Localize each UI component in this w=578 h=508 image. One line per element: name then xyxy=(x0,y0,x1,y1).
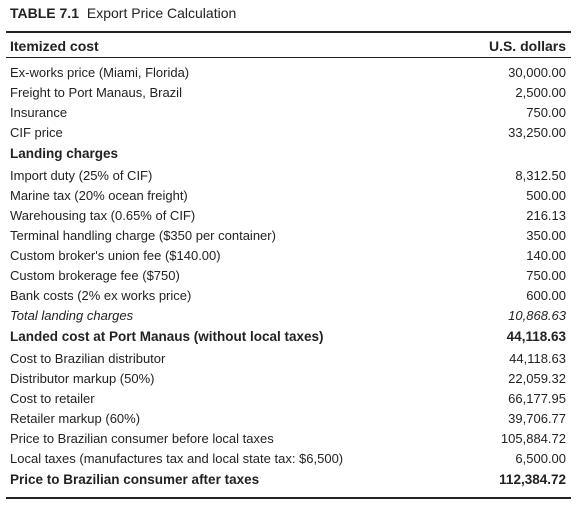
table-row: CIF price 33,250.00 xyxy=(10,122,566,142)
table-row: Price to Brazilian consumer before local… xyxy=(10,428,566,448)
row-label: Warehousing tax (0.65% of CIF) xyxy=(10,207,196,223)
row-value: 600.00 xyxy=(526,287,566,303)
row-value: 22,059.32 xyxy=(508,370,566,386)
row-value: 2,500.00 xyxy=(515,84,566,100)
row-label: Retailer markup (60%) xyxy=(10,410,141,426)
bottom-rule xyxy=(6,497,571,499)
row-value: 105,884.72 xyxy=(500,430,566,446)
table-body: Ex-works price (Miami, Florida) 30,000.00… xyxy=(10,62,566,491)
row-label: Distributor markup (50%) xyxy=(10,370,155,386)
row-label: Price to Brazilian consumer after taxes xyxy=(10,472,260,487)
row-label: Custom broker's union fee ($140.00) xyxy=(10,247,221,263)
row-value: 44,118.63 xyxy=(509,350,566,366)
table-row: Freight to Port Manaus, Brazil 2,500.00 xyxy=(10,82,566,102)
final-total-row: Price to Brazilian consumer after taxes 1… xyxy=(10,468,566,491)
row-label: Ex-works price (Miami, Florida) xyxy=(10,64,190,80)
row-label: Freight to Port Manaus, Brazil xyxy=(10,84,182,100)
table-row: Retailer markup (60%) 39,706.77 xyxy=(10,408,566,428)
subtotal-row: Total landing charges 10,868.63 xyxy=(10,305,566,325)
header-rule xyxy=(6,57,571,58)
table-row: Distributor markup (50%) 22,059.32 xyxy=(10,368,566,388)
table-row: Custom brokerage fee ($750) 750.00 xyxy=(10,265,566,285)
column-header-item: Itemized cost xyxy=(10,38,99,54)
column-header-amount: U.S. dollars xyxy=(488,38,566,54)
row-label: Import duty (25% of CIF) xyxy=(10,167,153,183)
table-caption: TABLE 7.1 Export Price Calculation xyxy=(10,4,236,22)
section-heading: Landing charges xyxy=(10,146,119,161)
row-value: 112,384.72 xyxy=(499,472,566,487)
table-row: Import duty (25% of CIF) 8,312.50 xyxy=(10,165,566,185)
row-label: Bank costs (2% ex works price) xyxy=(10,287,192,303)
row-label: Cost to Brazilian distributor xyxy=(10,350,166,366)
row-label: Terminal handling charge ($350 per conta… xyxy=(10,227,276,243)
row-value: 8,312.50 xyxy=(515,167,566,183)
total-row: Landed cost at Port Manaus (without loca… xyxy=(10,325,566,348)
table-row: Terminal handling charge ($350 per conta… xyxy=(10,225,566,245)
row-value: 66,177.95 xyxy=(508,390,566,406)
table-row: Insurance 750.00 xyxy=(10,102,566,122)
row-label: Total landing charges xyxy=(10,307,134,323)
row-value: 350.00 xyxy=(526,227,566,243)
row-value: 750.00 xyxy=(526,104,566,120)
table-row: Local taxes (manufactures tax and local … xyxy=(10,448,566,468)
table-row: Cost to Brazilian distributor 44,118.63 xyxy=(10,348,566,368)
row-value: 33,250.00 xyxy=(508,124,566,140)
row-label: Price to Brazilian consumer before local… xyxy=(10,430,274,446)
row-label: Insurance xyxy=(10,104,68,120)
top-rule xyxy=(6,31,571,33)
row-label: Custom brokerage fee ($750) xyxy=(10,267,180,283)
table-row: Bank costs (2% ex works price) 600.00 xyxy=(10,285,566,305)
table-row: Ex-works price (Miami, Florida) 30,000.00 xyxy=(10,62,566,82)
row-value: 10,868.63 xyxy=(508,307,566,323)
row-value: 44,118.63 xyxy=(506,329,566,344)
table-row: Warehousing tax (0.65% of CIF) 216.13 xyxy=(10,205,566,225)
row-value: 500.00 xyxy=(526,187,566,203)
table-title: Export Price Calculation xyxy=(86,5,237,21)
table-row: Cost to retailer 66,177.95 xyxy=(10,388,566,408)
row-value: 30,000.00 xyxy=(508,64,566,80)
row-value: 6,500.00 xyxy=(515,450,566,466)
row-value: 216.13 xyxy=(526,207,566,223)
table-number: TABLE 7.1 xyxy=(10,5,79,21)
row-label: Marine tax (20% ocean freight) xyxy=(10,187,188,203)
table-row: Marine tax (20% ocean freight) 500.00 xyxy=(10,185,566,205)
section-heading-row: Landing charges xyxy=(10,142,566,165)
table-row: Custom broker's union fee ($140.00) 140.0… xyxy=(10,245,566,265)
row-value: 39,706.77 xyxy=(508,410,566,426)
row-label: Landed cost at Port Manaus (without loca… xyxy=(10,329,324,344)
row-value: 750.00 xyxy=(526,267,566,283)
row-label: Cost to retailer xyxy=(10,390,95,406)
row-value: 140.00 xyxy=(526,247,566,263)
row-label: CIF price xyxy=(10,124,63,140)
row-label: Local taxes (manufactures tax and local … xyxy=(10,450,344,466)
